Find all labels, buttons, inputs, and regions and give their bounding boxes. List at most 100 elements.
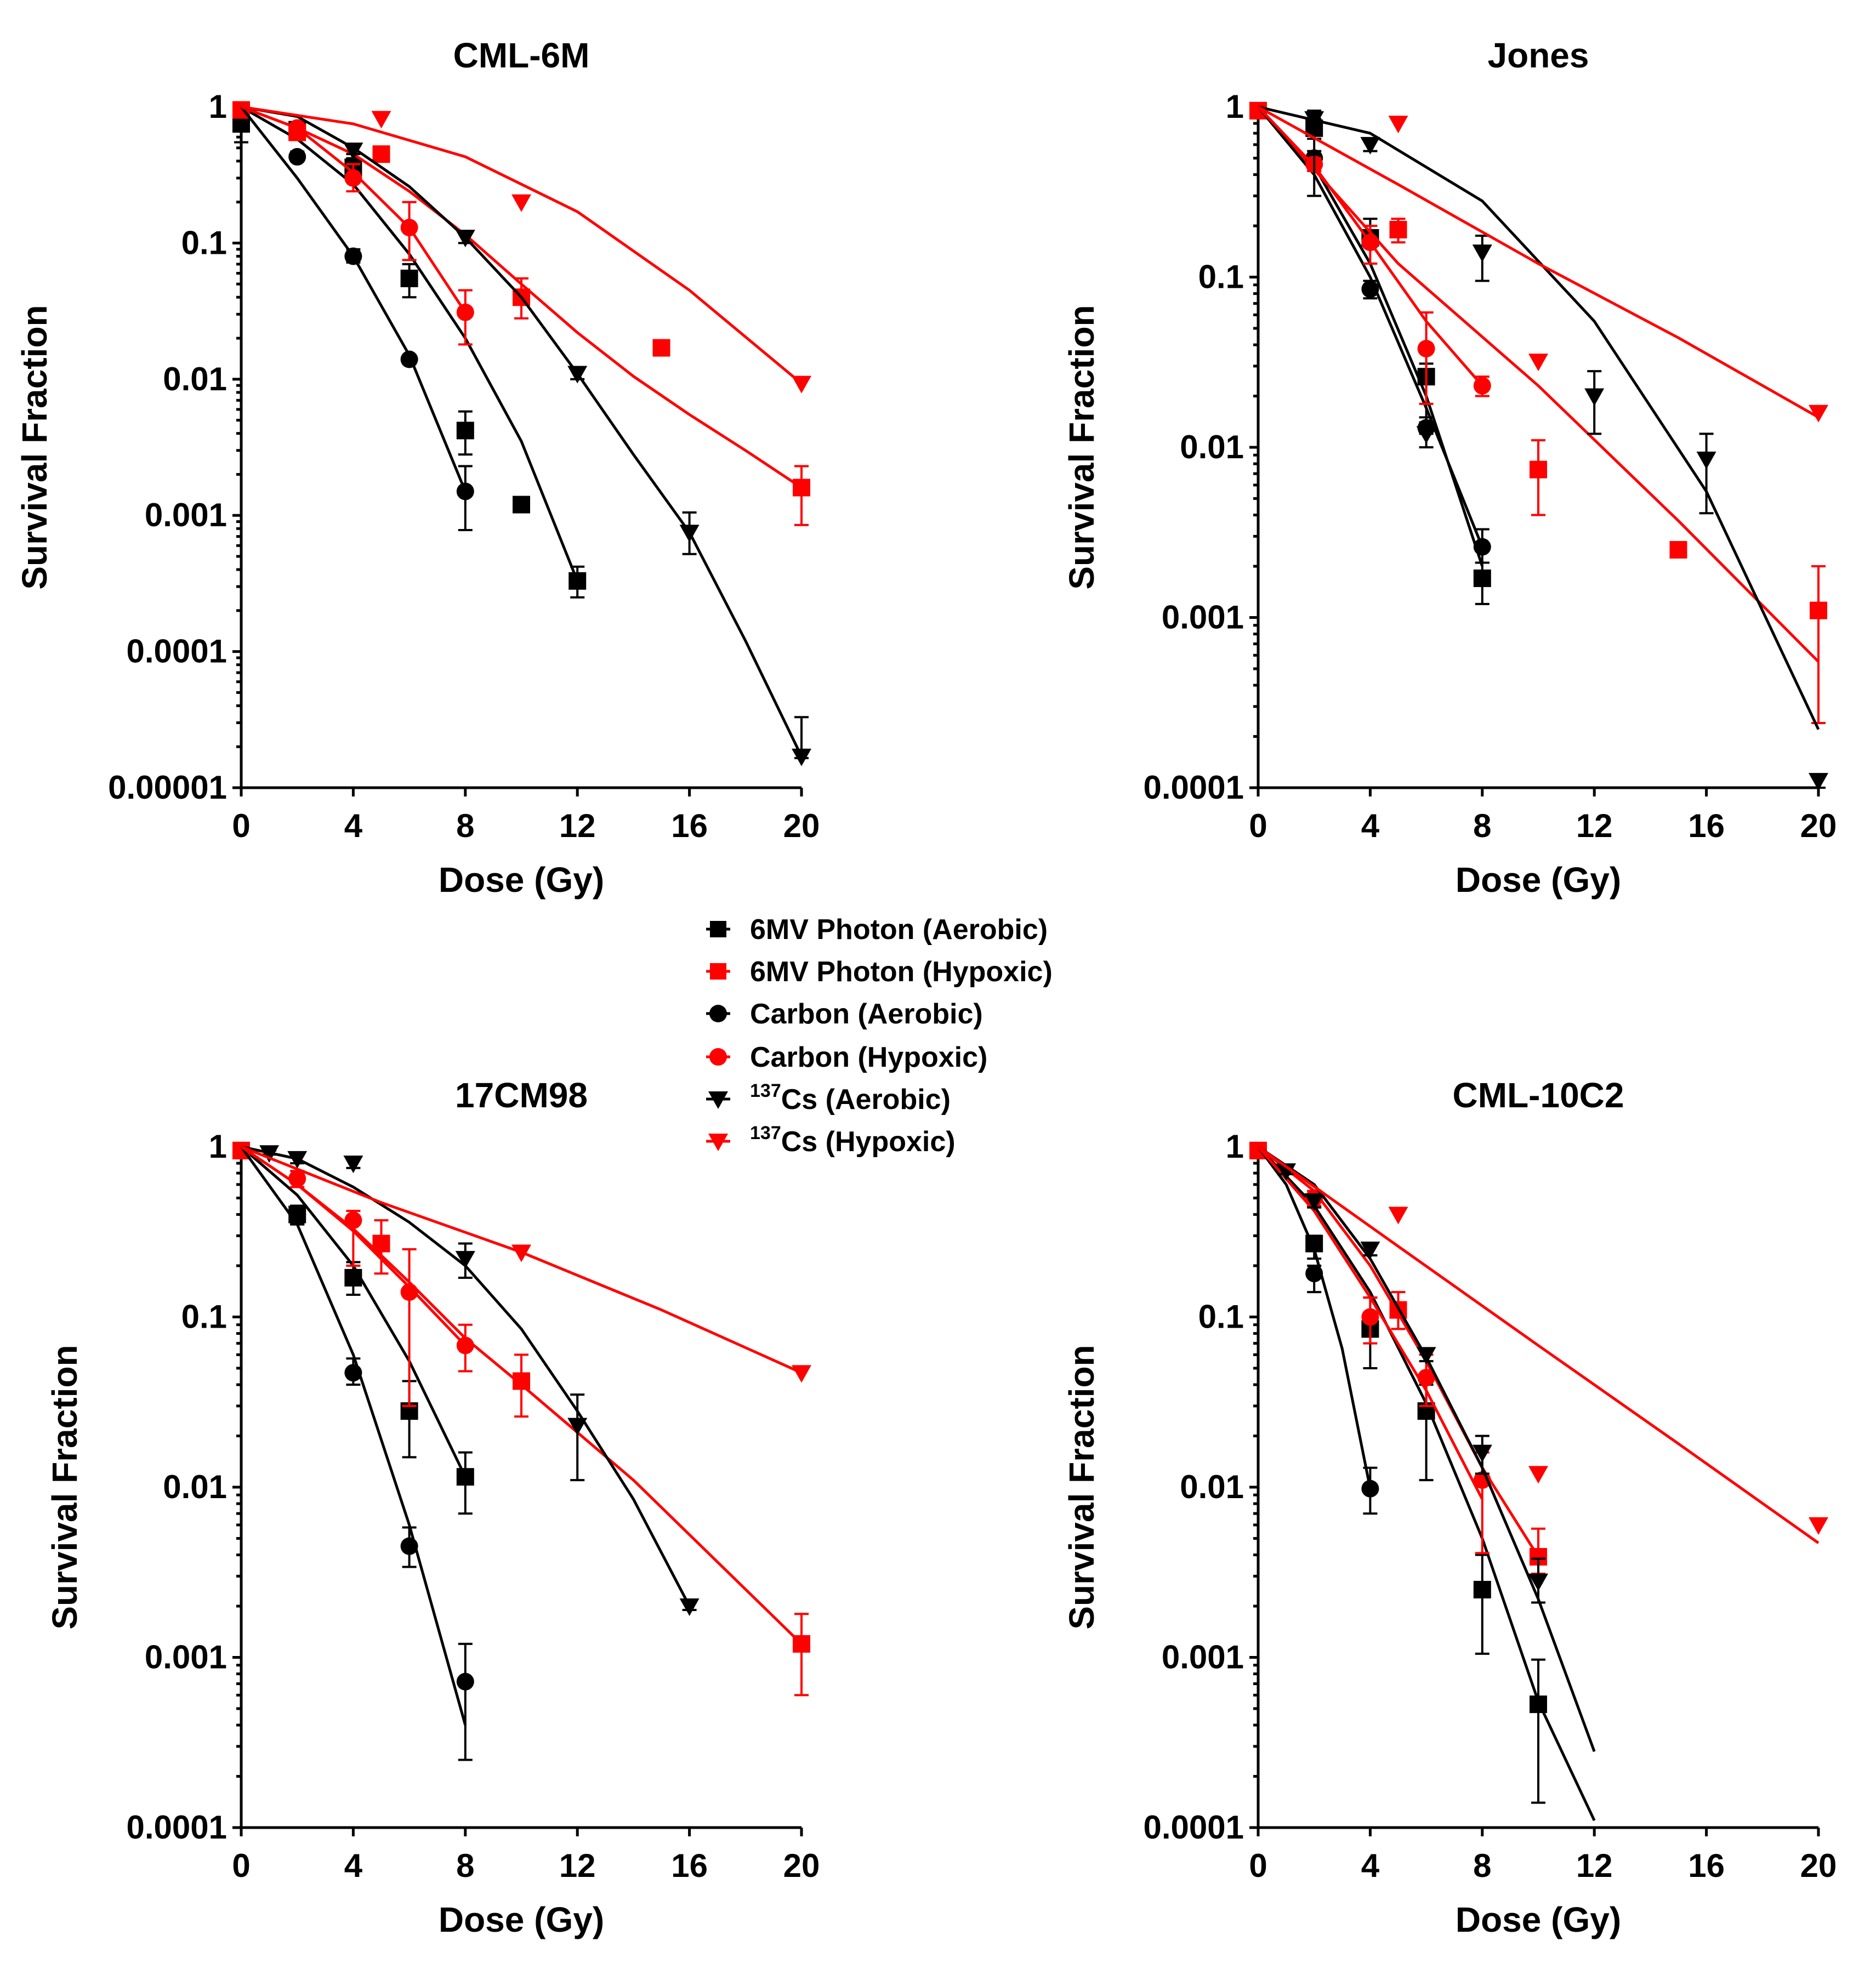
series-carbon-aerobic: [240, 106, 474, 532]
data-point: [513, 1372, 530, 1390]
x-tick-label: 4: [1361, 1847, 1380, 1884]
series-carbon-hypoxic: [240, 1145, 474, 1407]
data-point: [288, 1205, 306, 1223]
data-point: [1473, 569, 1491, 587]
data-point: [1276, 1163, 1297, 1181]
data-point: [792, 1365, 811, 1383]
x-tick-label: 12: [559, 1847, 596, 1884]
x-tick-label: 16: [1688, 1847, 1725, 1884]
legend-label: 6MV Photon (Aerobic): [750, 914, 1048, 946]
y-tick-label: 0.0001: [1143, 1809, 1244, 1846]
data-point: [1361, 1479, 1379, 1498]
data-point: [1360, 1241, 1380, 1259]
data-point: [287, 1151, 308, 1169]
y-tick-label: 0.001: [1162, 599, 1244, 636]
legend-label-text: Cs (Hypoxic): [781, 1126, 956, 1158]
data-point: [792, 375, 811, 394]
series-137cs-aerobic: [241, 105, 811, 766]
data-point: [456, 1468, 474, 1486]
x-tick-label: 20: [783, 1847, 820, 1884]
x-axis-title: Dose (Gy): [1456, 1900, 1621, 1939]
x-tick-label: 0: [232, 807, 250, 844]
y-tick-label: 1: [209, 88, 227, 125]
legend-superscript: 137: [750, 1080, 781, 1101]
data-point: [1584, 388, 1605, 406]
data-point: [1472, 1444, 1492, 1462]
data-point: [1809, 1517, 1828, 1535]
data-point: [1417, 339, 1435, 357]
y-tick-label: 1: [1226, 88, 1244, 125]
series-carbon-aerobic: [1257, 1146, 1379, 1515]
data-point: [456, 422, 474, 440]
data-point: [1473, 1580, 1491, 1598]
x-axis-title: Dose (Gy): [1456, 860, 1621, 900]
x-tick-label: 8: [1473, 807, 1491, 844]
x-tick-label: 16: [1688, 807, 1725, 844]
data-point: [1360, 136, 1380, 155]
data-point: [344, 1268, 362, 1287]
x-tick-label: 20: [1800, 807, 1837, 844]
x-axis-title: Dose (Gy): [439, 1900, 604, 1939]
x-tick-label: 20: [1800, 1847, 1837, 1884]
data-point: [371, 111, 391, 129]
x-axis-title: Dose (Gy): [439, 860, 604, 900]
data-point: [1304, 1193, 1324, 1211]
data-point: [400, 219, 418, 237]
fit-curve: [1257, 1146, 1372, 1489]
y-tick-label: 0.1: [1198, 1299, 1244, 1335]
data-point: [793, 479, 810, 497]
legend: 6MV Photon (Aerobic) 6MV Photon (Hypoxic…: [706, 914, 1053, 1158]
x-tick-label: 12: [1576, 807, 1613, 844]
data-point: [1416, 426, 1436, 444]
data-point: [259, 1145, 280, 1163]
data-point: [400, 269, 418, 287]
data-point: [455, 1251, 475, 1269]
data-point: [456, 303, 474, 321]
fit-curve: [241, 105, 803, 757]
data-point: [1530, 1695, 1547, 1714]
data-point: [1417, 1369, 1435, 1387]
data-point: [344, 247, 362, 265]
data-point: [400, 1283, 418, 1301]
legend-entry-cs-hypoxic: 137Cs (Hypoxic): [706, 1123, 956, 1158]
legend-label: 137Cs (Aerobic): [750, 1080, 951, 1116]
fit-curve: [1257, 106, 1484, 548]
data-point: [344, 1211, 362, 1230]
y-tick-label: 0.01: [1180, 1469, 1244, 1505]
y-tick-label: 0.01: [163, 361, 227, 397]
data-point: [1361, 1308, 1379, 1326]
legend-entry-carbon-hypoxic: Carbon (Hypoxic): [706, 1042, 987, 1073]
x-tick-label: 8: [456, 807, 474, 844]
x-tick-label: 16: [671, 1847, 708, 1884]
data-point: [1304, 111, 1324, 129]
x-tick-label: 4: [1361, 807, 1380, 844]
series-137cs-hypoxic: [241, 1145, 811, 1383]
data-point: [1809, 405, 1828, 423]
series-137cs-hypoxic: [241, 105, 811, 394]
y-tick-label: 0.0001: [1143, 769, 1244, 806]
y-tick-label: 0.00001: [108, 769, 227, 806]
data-point: [400, 350, 418, 368]
data-point: [1416, 1347, 1436, 1365]
y-tick-label: 0.1: [1198, 259, 1244, 295]
y-tick-label: 0.0001: [126, 633, 227, 670]
series-carbon-aerobic: [240, 1146, 474, 1761]
data-point: [1696, 451, 1716, 469]
y-tick-label: 0.01: [163, 1469, 227, 1505]
data-point: [1530, 460, 1547, 479]
series-137cs-aerobic: [241, 1145, 700, 1617]
data-point: [679, 525, 700, 543]
panel-cml-10c2: CML-10C2 0 4 8 12 16 20 0.0001 0.001 0.01 0.1 1 Dose…: [1062, 1075, 1837, 1939]
legend-square-marker: [710, 963, 726, 980]
x-tick-label: 16: [671, 807, 708, 844]
data-point: [1361, 234, 1379, 252]
y-tick-label: 0.001: [1162, 1639, 1244, 1676]
legend-circle-marker: [709, 1048, 727, 1066]
legend-circle-marker: [709, 1005, 727, 1022]
data-point: [372, 1234, 390, 1253]
legend-entry-photon-aerobic: 6MV Photon (Aerobic): [706, 914, 1048, 946]
x-tick-label: 12: [1576, 1847, 1613, 1884]
y-tick-label: 0.001: [145, 1639, 227, 1676]
fit-curve: [1257, 106, 1820, 663]
